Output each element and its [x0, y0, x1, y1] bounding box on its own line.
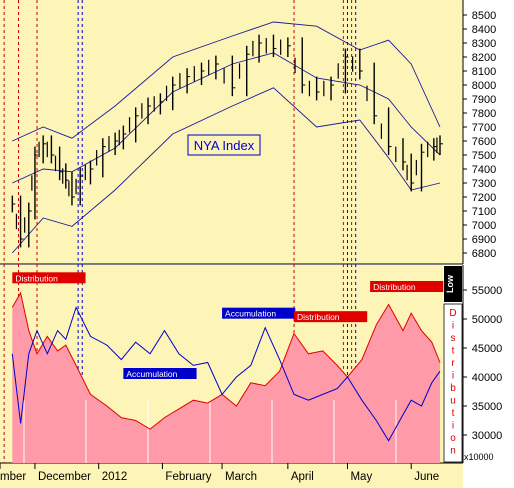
upper-ytick-label: 8300: [472, 38, 496, 50]
indicator-annotations: Distribution Accumulation Accumulation Dist…: [12, 272, 444, 379]
upper-ytick-label: 7800: [472, 108, 496, 120]
chart-title-box: [187, 134, 261, 156]
xtick-label: 2012: [102, 471, 128, 483]
bollinger-bands: [11, 21, 441, 254]
x-axis: mber December 2012 February March April May Jun…: [0, 463, 439, 483]
annotation-label: Distribution: [373, 282, 416, 292]
upper-ytick-label: 8500: [472, 10, 496, 22]
xtick-label: March: [225, 471, 257, 483]
chart-title: NYA Index: [194, 138, 255, 153]
annotation-box: [294, 311, 368, 323]
upper-ytick-label: 8200: [472, 52, 496, 64]
upper-ytick-label: 7300: [472, 178, 496, 190]
upper-panel: [0, 0, 463, 264]
xtick-label: mber: [0, 471, 26, 483]
upper-ytick-label: 7600: [472, 136, 496, 148]
lower-ytick-label: 45000: [472, 343, 503, 355]
upper-ytick-label: 7400: [472, 164, 496, 176]
annotation-box: [12, 272, 86, 284]
xtick-label: December: [38, 471, 91, 483]
indicator-area: [11, 291, 441, 463]
annotation-box: [370, 281, 444, 292]
upper-ytick-label: 7200: [472, 192, 496, 204]
lower-ytick-label: 55000: [472, 285, 503, 297]
upper-ytick-label: 7900: [472, 94, 496, 106]
middle-band-line: [12, 52, 441, 184]
xtick-label: May: [350, 471, 372, 483]
lower-ytick-label: 50000: [472, 314, 503, 326]
lower-band-line: [11, 87, 441, 254]
upper-band-line: [12, 21, 441, 142]
annotation-box: [123, 368, 197, 379]
low-label-box: [444, 266, 462, 302]
price-bars: [11, 34, 443, 248]
upper-ytick-label: 6800: [472, 248, 496, 260]
xaxis-band: [0, 463, 463, 488]
unit-label: x10000: [464, 452, 494, 462]
y-axis-ticks: 6800 6900 7000 7100 7200 7300 7400 7500 7600 7700…: [463, 10, 502, 442]
xtick-label: April: [291, 471, 314, 483]
annotation-label: Accumulation: [225, 309, 276, 319]
distribution-area: [12, 292, 441, 463]
annotation-label: Distribution: [297, 312, 340, 322]
annotation-label: Distribution: [15, 273, 58, 283]
upper-ytick-label: 7700: [472, 122, 496, 134]
upper-ytick-label: 8400: [472, 24, 496, 36]
upper-ytick-label: 8100: [472, 66, 496, 78]
lower-ytick-label: 30000: [472, 430, 503, 442]
annotation-box: [222, 307, 296, 319]
annotation-label: Accumulation: [126, 369, 177, 379]
upper-ytick-label: 7500: [472, 150, 496, 162]
xtick-label: February: [165, 471, 211, 483]
upper-ytick-label: 8000: [472, 80, 496, 92]
lower-ytick-label: 40000: [472, 372, 503, 384]
accumulation-line: [11, 306, 441, 442]
upper-ytick-label: 6900: [472, 234, 496, 246]
upper-ytick-label: 7100: [472, 206, 496, 218]
low-label: Low: [445, 274, 455, 293]
distribution-side-box: [443, 303, 463, 463]
lower-ytick-label: 35000: [472, 401, 503, 413]
xtick-label: June: [414, 471, 439, 483]
upper-ytick-label: 7000: [472, 220, 496, 232]
